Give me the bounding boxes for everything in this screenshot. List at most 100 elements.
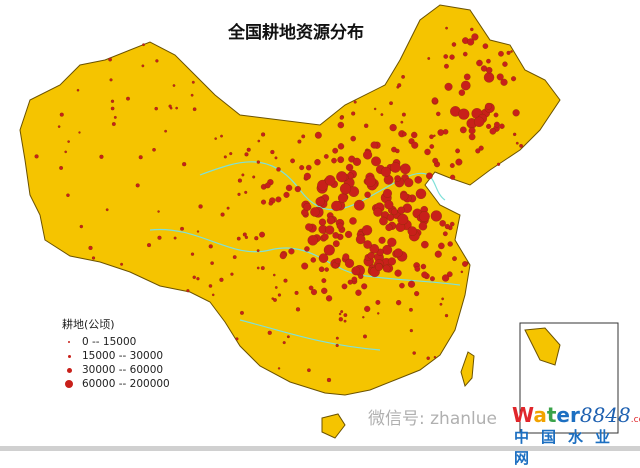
cropland-dot — [190, 252, 195, 256]
cropland-dot — [334, 257, 342, 265]
cropland-dot — [332, 232, 339, 239]
cropland-dot — [467, 38, 475, 46]
cropland-dot — [175, 106, 178, 110]
cropland-dot — [468, 127, 476, 135]
cropland-dot — [135, 183, 140, 188]
cropland-dot — [421, 271, 428, 279]
cropland-dot — [347, 279, 353, 285]
cropland-dot — [510, 50, 513, 53]
cropland-dot — [364, 123, 369, 128]
cropland-dot — [489, 128, 497, 135]
cropland-dot — [105, 208, 109, 212]
cropland-dot — [192, 275, 196, 279]
cropland-dot — [361, 283, 368, 290]
cropland-dot — [400, 120, 404, 124]
cropland-dot — [355, 289, 362, 296]
cropland-dot — [79, 224, 84, 229]
cropland-dot — [214, 137, 217, 140]
cropland-dot — [168, 104, 172, 108]
cropland-dot — [146, 243, 152, 248]
cropland-dot — [443, 54, 449, 59]
cropland-dot — [458, 108, 470, 120]
cropland-dot — [111, 122, 116, 126]
cropland-dot — [273, 298, 277, 302]
cropland-dot — [237, 192, 241, 196]
cropland-dot — [502, 61, 508, 67]
cropland-dot — [260, 266, 265, 271]
cropland-dot — [310, 289, 318, 296]
cropland-dot — [57, 125, 61, 128]
cropland-dot — [91, 256, 96, 260]
cropland-dot — [353, 100, 357, 104]
cropland-dot — [363, 150, 373, 160]
cropland-dot — [404, 178, 414, 188]
cropland-dot — [370, 141, 378, 149]
cropland-dot — [182, 162, 187, 167]
cropland-dot — [226, 206, 230, 210]
cropland-dot — [321, 233, 329, 241]
cropland-dot — [261, 132, 266, 137]
cropland-dot — [236, 236, 241, 241]
cropland-dot — [290, 158, 295, 164]
cropland-dot — [449, 54, 455, 60]
cropland-dot — [445, 26, 448, 30]
cropland-dot — [337, 193, 348, 203]
cropland-dot — [301, 262, 309, 270]
cropland-dot — [286, 335, 290, 339]
cropland-dot — [373, 207, 383, 217]
china-cropland-map — [19, 4, 619, 439]
cropland-dot — [355, 234, 366, 245]
cropland-dot — [301, 134, 306, 139]
cropland-dot — [310, 257, 316, 263]
cropland-dot — [154, 106, 158, 111]
cropland-dot — [415, 188, 427, 200]
cropland-dot — [276, 167, 281, 172]
cropland-dot — [272, 273, 276, 277]
cropland-dot — [364, 191, 371, 199]
cropland-dot — [208, 244, 213, 249]
cropland-dot — [380, 166, 391, 177]
cropland-dot — [427, 57, 431, 60]
cropland-dot — [450, 174, 456, 180]
cropland-dot — [436, 111, 441, 117]
cropland-dot — [192, 107, 197, 112]
cropland-dot — [462, 51, 468, 57]
cropland-dot — [358, 273, 364, 280]
cropland-dot — [386, 213, 395, 222]
cropland-dot — [519, 143, 524, 148]
legend: 耕地(公顷) 0 -- 15000 15000 -- 30000 30000 -… — [62, 318, 170, 391]
cropland-dot — [486, 123, 492, 129]
cropland-dot — [442, 231, 448, 237]
cropland-dot — [493, 112, 499, 118]
cropland-dot — [246, 147, 251, 152]
cropland-dot — [412, 351, 416, 355]
cropland-dot — [282, 341, 286, 345]
cropland-dot — [421, 240, 429, 249]
cropland-dot — [395, 148, 400, 154]
cropland-dot — [259, 231, 265, 238]
cropland-dot — [172, 84, 176, 87]
legend-item: 30000 -- 60000 — [62, 363, 170, 377]
cropland-dot — [444, 313, 449, 318]
cropland-dot — [59, 112, 64, 117]
cropland-dot — [257, 139, 261, 143]
cropland-dot — [196, 277, 200, 281]
cropland-dot — [323, 154, 329, 159]
cropland-dot — [141, 64, 145, 68]
cropland-dot — [304, 246, 310, 252]
cropland-dot — [326, 216, 335, 225]
cropland-dot — [321, 287, 328, 294]
cropland-dot — [339, 183, 352, 195]
cropland-dot — [439, 302, 443, 306]
cropland-dot — [88, 245, 93, 251]
cropland-dot — [463, 73, 471, 81]
cropland-dot — [173, 236, 177, 240]
cropland-dot — [407, 226, 418, 236]
cropland-dot — [343, 313, 348, 318]
cropland-dot — [325, 295, 333, 302]
cropland-dot — [352, 157, 362, 166]
cropland-dot — [230, 272, 234, 276]
cropland-dot — [297, 139, 302, 144]
cropland-dot — [414, 176, 423, 184]
legend-item: 0 -- 15000 — [62, 335, 170, 349]
